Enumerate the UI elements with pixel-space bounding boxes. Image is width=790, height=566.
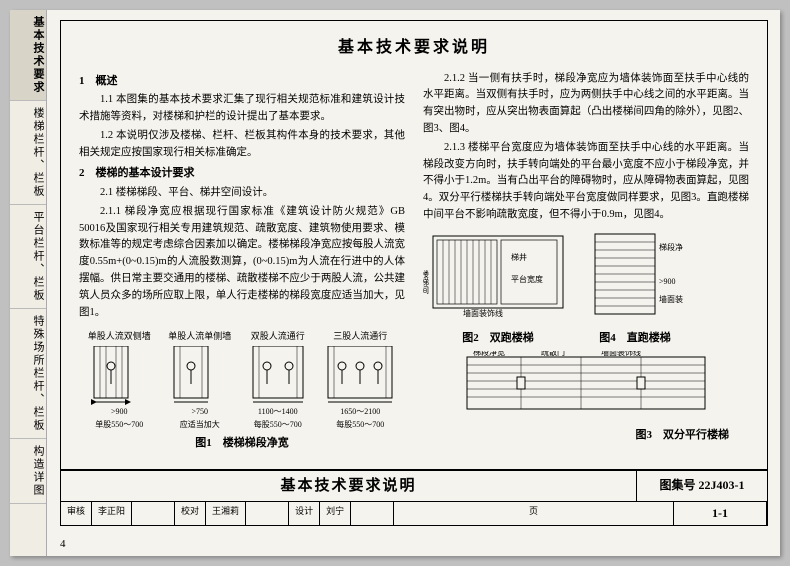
right-column: 2.1.2 当一侧有扶手时，梯段净宽应为墙体装饰面至扶手中心线的水平距离。当双侧… — [423, 69, 749, 453]
dia-1: 单股人流双侧墙 >900 单股550～700 — [88, 329, 151, 431]
page: 基本技术要求 楼梯栏杆、栏板 平台栏杆、栏板 特殊场所栏杆、栏板 构造详图 基本… — [10, 10, 780, 556]
content-frame: 基本技术要求说明 1 概述 1.1 本图集的基本技术要求汇集了现行相关规范标准和… — [60, 20, 768, 526]
heading-2: 2 楼梯的基本设计要求 — [79, 165, 405, 183]
stair-icon — [324, 346, 396, 406]
plan-icon: 梯段净宽 疏散门 墙面装饰线 — [461, 351, 711, 417]
dia-3: 双股人流通行 1100～1400 每股550～700 — [249, 329, 307, 431]
svg-text:>900: >900 — [659, 277, 676, 286]
para-1-2: 1.2 本说明仅涉及楼梯、栏杆、栏板其构件本身的技术要求，其他相关规定应按国家现… — [79, 128, 405, 162]
fig1-caption: 图1 楼梯梯段净宽 — [79, 435, 405, 453]
stair-icon — [88, 346, 134, 406]
para-1-1: 1.1 本图集的基本技术要求汇集了现行相关规范标准和建筑设计技术措施等资料，对楼… — [79, 92, 405, 126]
page-number: 4 — [60, 538, 66, 550]
svg-text:墙面装饰线: 墙面装饰线 — [659, 294, 683, 304]
para-2-1: 2.1 楼梯梯段、平台、梯井空间设计。 — [79, 185, 405, 202]
plan-icon: 楼梯间 梯井 平台宽度 墙面装饰线 — [423, 230, 573, 320]
doc-title: 基本技术要求说明 — [79, 35, 749, 61]
tab-stair-rail[interactable]: 楼梯栏杆、栏板 — [10, 101, 46, 205]
plan-icon: 梯段净宽 >900 墙面装饰线 — [587, 230, 683, 320]
svg-text:墙面装饰线: 墙面装饰线 — [601, 351, 641, 357]
fig2: 楼梯间 梯井 平台宽度 墙面装饰线 图2 双跑楼梯 — [423, 230, 573, 348]
signature-row: 审核李正阳 校对王湘莉 设计刘宁 页 1-1 — [61, 502, 767, 525]
para-2-1-3: 2.1.3 楼梯平台宽度应为墙体装饰面至扶手中心线的水平距离。当梯段改变方向时，… — [423, 140, 749, 224]
heading-1: 1 概述 — [79, 73, 405, 91]
tab-requirements[interactable]: 基本技术要求 — [10, 10, 46, 101]
para-2-1-2: 2.1.2 当一侧有扶手时，梯段净宽应为墙体装饰面至扶手中心线的水平距离。当双侧… — [423, 71, 749, 138]
tb-title: 基本技术要求说明 — [61, 471, 636, 501]
stair-icon — [168, 346, 214, 406]
fig3: 梯段净宽 疏散门 墙面装饰线 图3 双分平行楼梯 — [423, 351, 749, 445]
svg-text:墙面装饰线: 墙面装饰线 — [463, 308, 503, 318]
tab-special-rail[interactable]: 特殊场所栏杆、栏板 — [10, 309, 46, 439]
fig4: 梯段净宽 >900 墙面装饰线 图4 直跑楼梯 — [587, 230, 683, 348]
sidebar-tabs: 基本技术要求 楼梯栏杆、栏板 平台栏杆、栏板 特殊场所栏杆、栏板 构造详图 — [10, 10, 47, 556]
svg-text:梯段净宽: 梯段净宽 — [473, 351, 505, 357]
para-2-1-1: 2.1.1 梯段净宽应根据现行国家标准《建筑设计防火规范》GB 50016及国家… — [79, 204, 405, 322]
svg-text:平台宽度: 平台宽度 — [511, 274, 543, 284]
svg-text:梯段净宽: 梯段净宽 — [659, 242, 683, 252]
title-block: 基本技术要求说明 图集号 22J403-1 审核李正阳 校对王湘莉 设计刘宁 页… — [61, 469, 767, 525]
stair-icon — [249, 346, 307, 406]
tab-platform-rail[interactable]: 平台栏杆、栏板 — [10, 205, 46, 309]
dia-4: 三股人流通行 1650～2100 每股550～700 — [324, 329, 396, 431]
svg-text:梯井: 梯井 — [511, 252, 527, 262]
svg-text:楼梯间: 楼梯间 — [423, 269, 430, 295]
left-column: 1 概述 1.1 本图集的基本技术要求汇集了现行相关规范标准和建筑设计技术措施等… — [79, 69, 405, 453]
fig1-diagrams: 单股人流双侧墙 >900 单股550～700 单股人流单侧墙 >750 应适当加… — [79, 329, 405, 431]
dia-2: 单股人流单侧墙 >750 应适当加大 — [168, 329, 231, 431]
svg-text:疏散门: 疏散门 — [541, 351, 565, 357]
tab-detail[interactable]: 构造详图 — [10, 439, 46, 504]
